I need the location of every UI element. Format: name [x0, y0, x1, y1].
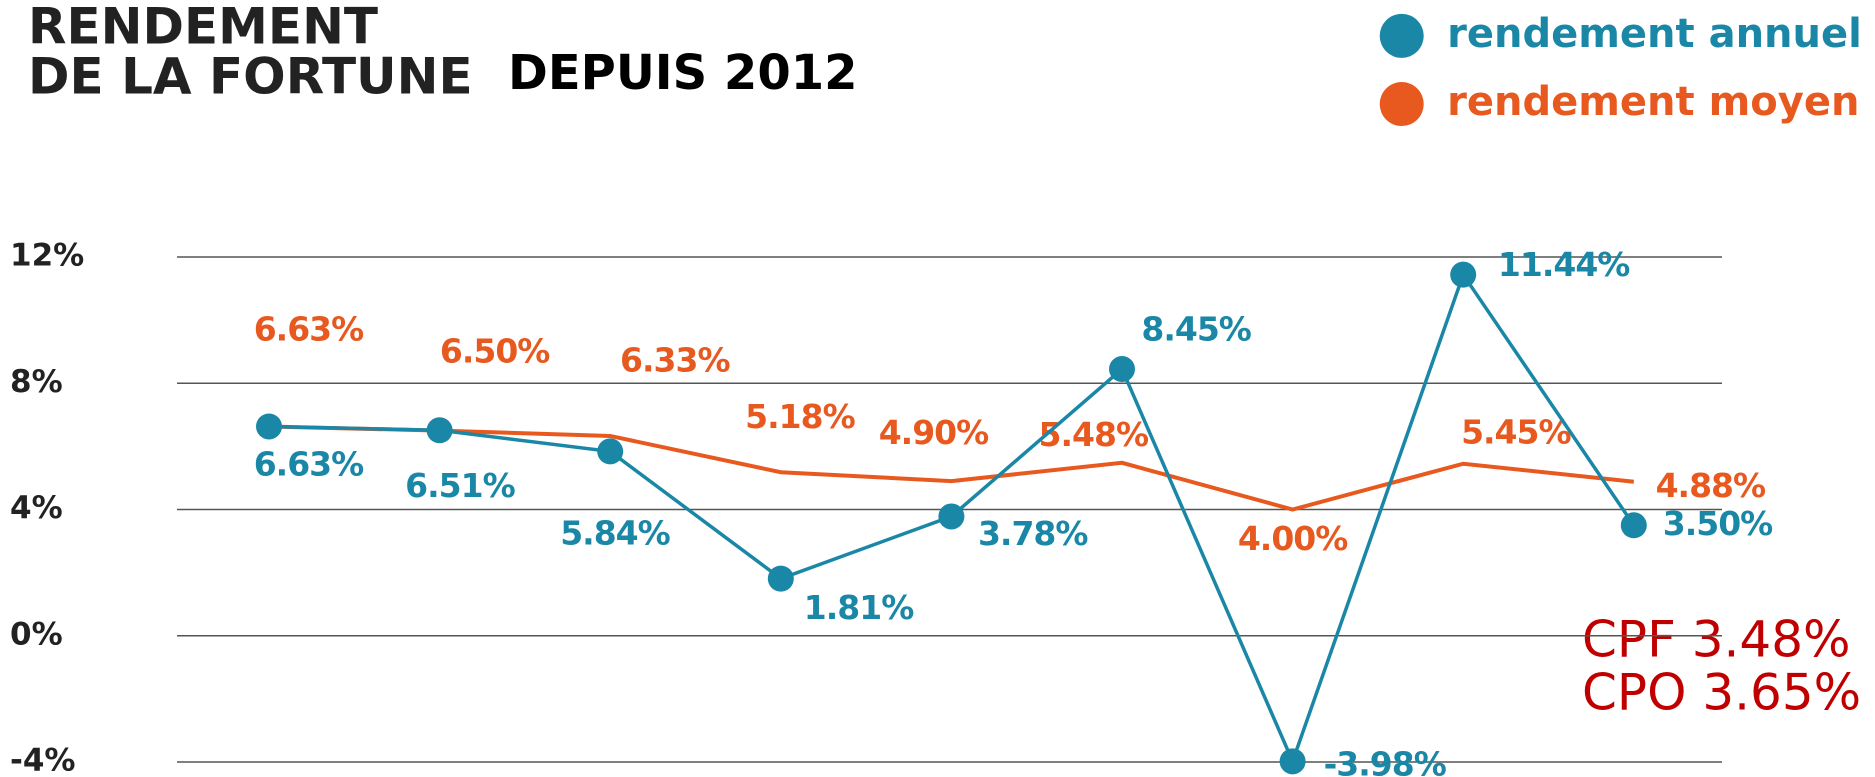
y-tick-label: 12% [10, 238, 84, 274]
y-tick-label: 8% [10, 364, 63, 400]
y-tick-label: 0% [10, 616, 63, 652]
data-point [1620, 512, 1647, 539]
data-label: 3.78% [978, 514, 1088, 553]
data-point [426, 417, 453, 444]
legend-marker [1379, 82, 1424, 127]
chart-title: DE LA FORTUNE [28, 48, 473, 106]
data-label: 6.50% [440, 331, 550, 370]
data-point [1109, 356, 1135, 383]
y-tick-label: -4% [10, 743, 76, 777]
data-label: 4.00% [1238, 519, 1348, 558]
data-label: 8.45% [1141, 309, 1251, 348]
data-label: 5.84% [560, 514, 670, 553]
data-label: 4.90% [879, 413, 989, 452]
data-point [938, 503, 965, 530]
data-point [767, 565, 794, 592]
data-label: 5.45% [1461, 412, 1571, 451]
data-label: 5.18% [745, 397, 855, 436]
data-point [256, 413, 282, 440]
data-point [1279, 748, 1306, 775]
y-tick-label: 4% [10, 490, 63, 526]
legend-label: rendement moyen [1447, 79, 1859, 125]
data-label: 6.63% [254, 444, 364, 483]
data-label: 1.81% [804, 588, 914, 627]
chart-title: RENDEMENT [28, 0, 378, 56]
data-label: 6.33% [620, 340, 730, 379]
annotation: CPF 3.48% [1582, 611, 1851, 669]
data-label: 4.88% [1656, 466, 1766, 505]
data-label: 5.48% [1039, 415, 1149, 454]
chart-subtitle: DEPUIS 2012 [508, 45, 858, 101]
legend-label: rendement annuel [1447, 11, 1862, 57]
data-label: 6.63% [254, 309, 364, 348]
data-point [597, 438, 624, 465]
series-line [268, 424, 1635, 512]
data-point [1450, 261, 1477, 288]
data-label: 6.51% [405, 466, 515, 505]
annotation: CPO 3.65% [1582, 664, 1861, 722]
data-label: -3.98% [1324, 745, 1447, 777]
data-label: 3.50% [1663, 504, 1773, 543]
data-label: 11.44% [1498, 245, 1630, 284]
legend-marker [1379, 13, 1424, 58]
